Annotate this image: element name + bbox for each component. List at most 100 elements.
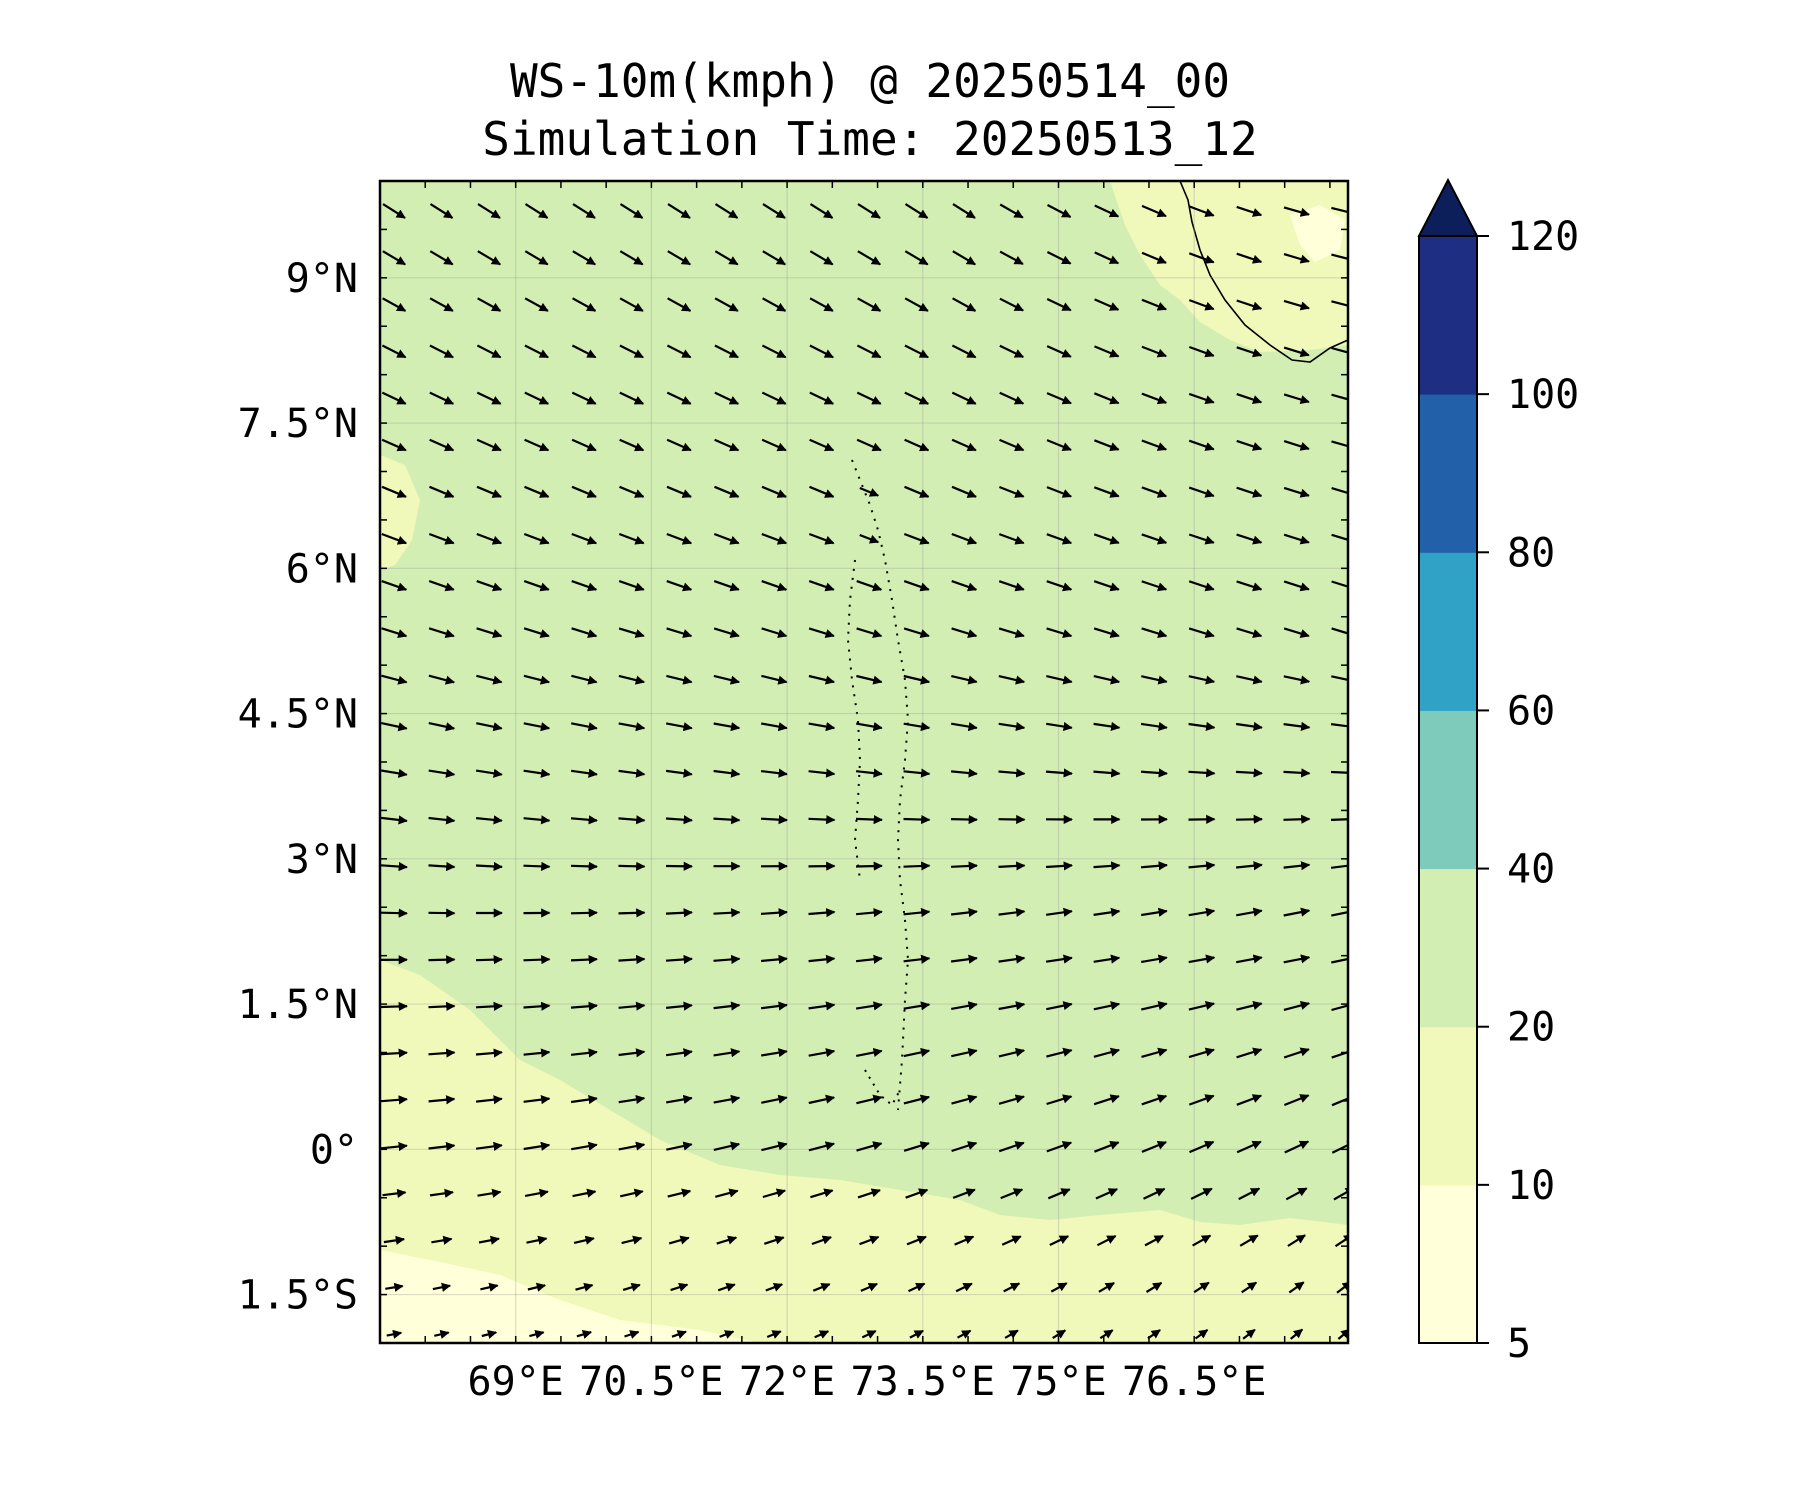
wind-arrow bbox=[856, 580, 883, 592]
wind-arrow bbox=[428, 722, 456, 732]
wind-arrow bbox=[523, 627, 550, 639]
wind-arrow bbox=[478, 1235, 500, 1245]
wind-arrow bbox=[761, 722, 788, 732]
wind-arrow bbox=[998, 1141, 1025, 1153]
wind-arrow bbox=[760, 908, 788, 918]
wind-arrow bbox=[475, 1095, 503, 1105]
wind-arrow bbox=[380, 861, 408, 872]
wind-arrow bbox=[808, 532, 835, 545]
wind-arrow bbox=[713, 674, 740, 685]
wind-arrow bbox=[570, 1001, 598, 1011]
wind-arrow bbox=[618, 674, 645, 685]
wind-arrow bbox=[618, 908, 646, 918]
wind-arrow bbox=[809, 250, 834, 266]
wind-arrow bbox=[1094, 298, 1120, 311]
wind-arrow bbox=[903, 1094, 930, 1105]
wind-arrow bbox=[713, 954, 741, 965]
wind-arrow bbox=[529, 1329, 545, 1339]
wind-arrow bbox=[381, 532, 408, 545]
wind-arrow bbox=[476, 391, 502, 405]
wind-arrow bbox=[666, 391, 692, 405]
wind-arrow bbox=[1192, 1234, 1212, 1247]
wind-arrow bbox=[951, 1094, 978, 1105]
wind-arrow bbox=[1236, 205, 1263, 217]
wind-arrow bbox=[903, 721, 931, 732]
wind-arrow bbox=[714, 391, 740, 405]
wind-arrow bbox=[762, 203, 786, 219]
wind-arrow bbox=[665, 1048, 693, 1058]
wind-arrow bbox=[571, 1141, 598, 1151]
wind-arrow bbox=[713, 908, 741, 918]
wind-arrow bbox=[998, 485, 1025, 498]
wind-arrow bbox=[432, 1282, 452, 1292]
wind-arrow bbox=[1188, 205, 1215, 217]
wind-arrow bbox=[1238, 1187, 1261, 1201]
wind-arrow bbox=[381, 485, 407, 498]
colorbar-segment bbox=[1419, 236, 1477, 395]
wind-arrow bbox=[998, 627, 1025, 638]
wind-arrow bbox=[1046, 627, 1073, 638]
colorbar-segment bbox=[1419, 1184, 1477, 1344]
wind-arrow bbox=[952, 250, 976, 266]
wind-arrow bbox=[575, 1282, 594, 1292]
wind-arrow bbox=[385, 1282, 404, 1292]
wind-arrow bbox=[1331, 627, 1348, 638]
wind-arrow bbox=[1094, 251, 1120, 265]
wind-arrow bbox=[428, 1048, 456, 1058]
wind-arrow bbox=[381, 391, 407, 405]
wind-arrow bbox=[998, 861, 1026, 871]
wind-arrow bbox=[1236, 1047, 1263, 1059]
wind-arrow bbox=[762, 297, 787, 312]
wind-arrow bbox=[523, 768, 551, 778]
wind-arrow bbox=[480, 1282, 499, 1292]
wind-arrow bbox=[1093, 627, 1120, 638]
wind-arrow bbox=[1050, 1282, 1068, 1293]
wind-arrow bbox=[719, 1330, 735, 1339]
wind-arrow bbox=[713, 627, 740, 638]
wind-arrow bbox=[571, 532, 598, 545]
wind-arrow bbox=[436, 1380, 448, 1383]
wind-arrow bbox=[1189, 1140, 1215, 1154]
wind-arrow bbox=[1188, 1001, 1215, 1011]
wind-arrow bbox=[383, 1235, 406, 1245]
wind-arrow bbox=[951, 485, 977, 498]
map-field bbox=[380, 181, 1348, 1383]
wind-arrow bbox=[1046, 1141, 1073, 1153]
wind-arrow bbox=[859, 486, 880, 497]
wind-arrow bbox=[1236, 580, 1263, 592]
wind-arrow bbox=[906, 1235, 927, 1246]
wind-arrow bbox=[1236, 1094, 1263, 1106]
wind-arrow bbox=[808, 580, 835, 592]
wind-arrow bbox=[904, 438, 930, 452]
wind-arrow bbox=[714, 297, 739, 312]
lat-tick-label: 3°N bbox=[286, 837, 358, 883]
colorbar-tick-label: 100 bbox=[1507, 372, 1579, 418]
field-patch-northeast bbox=[1290, 205, 1345, 262]
wind-arrow bbox=[571, 438, 597, 452]
wind-arrow bbox=[476, 722, 503, 732]
wind-arrow bbox=[618, 1001, 646, 1011]
wind-arrow bbox=[1099, 1329, 1114, 1340]
lat-tick-label: 6°N bbox=[286, 546, 358, 592]
wind-arrow bbox=[950, 954, 978, 964]
wind-arrow bbox=[1284, 1140, 1310, 1154]
wind-arrow bbox=[905, 1188, 929, 1199]
wind-arrow bbox=[760, 1001, 788, 1011]
wind-arrow bbox=[808, 908, 836, 918]
wind-arrow bbox=[1331, 346, 1348, 358]
wind-arrow bbox=[761, 674, 788, 685]
wind-arrow bbox=[570, 1048, 598, 1058]
wind-arrow bbox=[618, 1048, 646, 1058]
wind-arrow bbox=[428, 627, 455, 639]
wind-arrow bbox=[855, 768, 883, 778]
wind-arrow bbox=[475, 1048, 503, 1058]
wind-arrow bbox=[475, 955, 503, 965]
wind-arrow bbox=[954, 1235, 975, 1246]
colorbar-segment bbox=[1419, 1026, 1477, 1186]
wind-arrow bbox=[1046, 1001, 1073, 1011]
lon-tick-labels: 69°E 70.5°E 72°E 73.5°E 75°E 76.5°E bbox=[468, 1359, 1267, 1405]
wind-arrow bbox=[904, 250, 929, 266]
wind-arrow bbox=[1046, 439, 1072, 452]
wind-arrow bbox=[1235, 954, 1263, 964]
wind-arrow bbox=[671, 1330, 687, 1339]
